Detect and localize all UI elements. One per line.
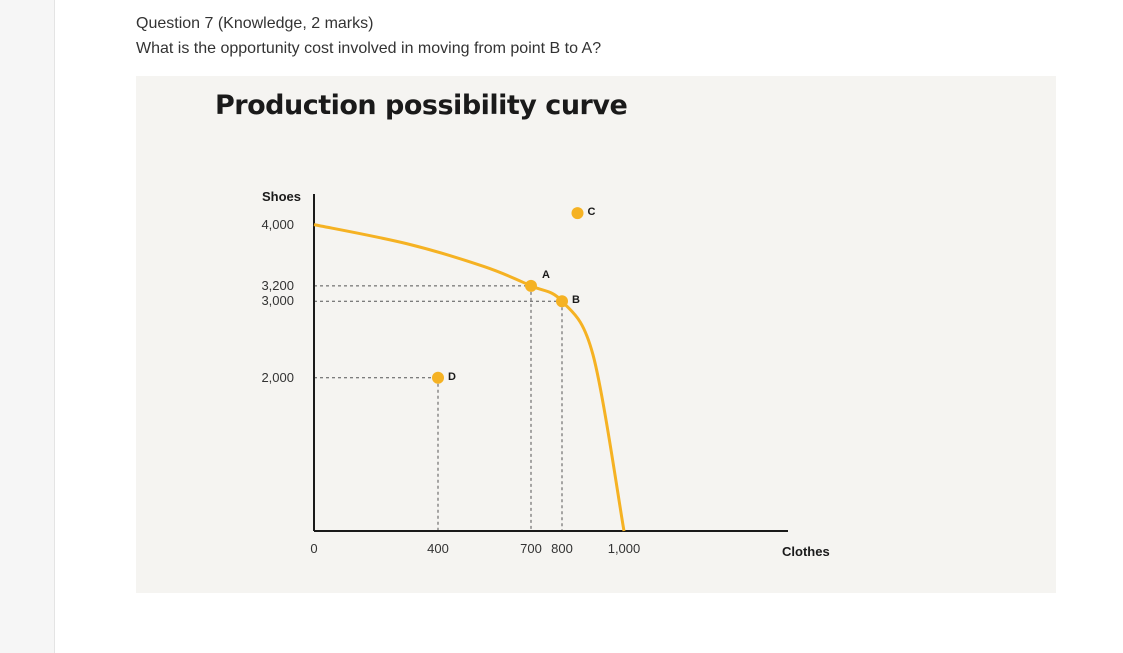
question-text: What is the opportunity cost involved in… bbox=[136, 40, 602, 57]
point-b-label: B bbox=[572, 294, 580, 307]
x-tick-label: 1,000 bbox=[607, 541, 641, 556]
y-tick-label: 4,000 bbox=[261, 216, 294, 232]
x-tick-label: 400 bbox=[427, 541, 449, 556]
y-tick-label: 2,000 bbox=[261, 369, 294, 385]
point-d-marker bbox=[432, 371, 444, 384]
x-tick-label: 700 bbox=[520, 541, 542, 556]
chart-svg bbox=[313, 194, 788, 532]
ppc-chart-figure: Production possibility curve Shoes Cloth… bbox=[136, 76, 1056, 593]
y-tick-label: 3,000 bbox=[261, 293, 294, 309]
question-heading: Question 7 (Knowledge, 2 marks) bbox=[136, 15, 374, 32]
left-sidebar-strip bbox=[0, 0, 55, 653]
ppc-curve-line bbox=[313, 223, 626, 532]
x-tick-label: 0 bbox=[310, 541, 318, 556]
y-tick-label: 3,200 bbox=[261, 277, 294, 293]
x-tick-label: 800 bbox=[551, 541, 573, 556]
y-axis-label: Shoes bbox=[262, 189, 302, 204]
point-d-label: D bbox=[448, 370, 456, 383]
chart-title: Production possibility curve bbox=[215, 90, 628, 121]
question-block: Question 7 (Knowledge, 2 marks) What is … bbox=[136, 11, 601, 61]
x-axis-label: Clothes bbox=[782, 544, 830, 559]
point-a-label: A bbox=[542, 268, 550, 281]
point-b-marker bbox=[556, 295, 568, 308]
point-c-marker bbox=[571, 207, 584, 220]
point-a-marker bbox=[525, 279, 537, 292]
point-c-label: C bbox=[587, 206, 596, 219]
